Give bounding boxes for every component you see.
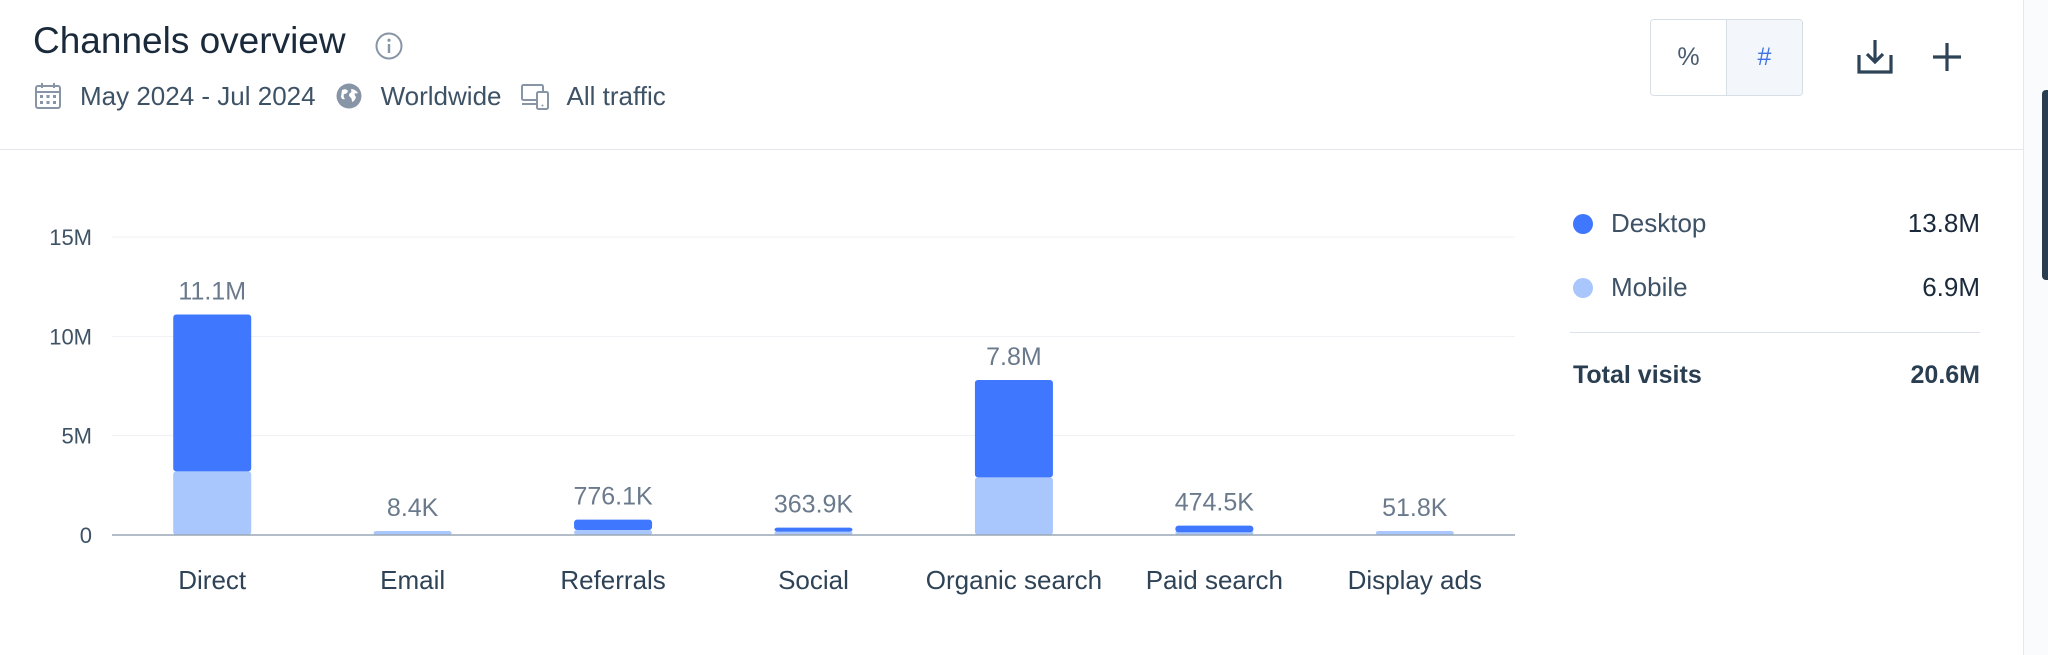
data-label: 11.1M [178, 277, 246, 305]
x-tick-label: Direct [178, 565, 247, 595]
y-tick-label: 5M [61, 424, 92, 449]
legend-item-mobile[interactable]: Mobile 6.9M [1570, 264, 1980, 328]
bar-desktop [774, 527, 853, 532]
y-tick-label: 15M [49, 225, 92, 250]
data-label: 363.9K [774, 491, 854, 519]
data-label: 7.8M [986, 343, 1042, 371]
globe-icon [334, 81, 364, 111]
toggle-percent[interactable]: % [1651, 20, 1727, 95]
download-icon[interactable] [1853, 35, 1897, 79]
data-label: 8.4K [387, 494, 439, 522]
bar-mobile [574, 530, 653, 535]
total-visits: Total visits 20.6M [1570, 361, 1980, 401]
x-tick-label: Organic search [926, 565, 1102, 595]
legend-value: 13.8M [1907, 208, 1980, 238]
legend-label: Desktop [1611, 208, 1707, 238]
bar-mobile [774, 531, 853, 535]
calendar-icon [33, 81, 63, 111]
data-label: 474.5K [1175, 489, 1255, 517]
legend-divider [1570, 332, 1980, 333]
y-tick-label: 10M [49, 324, 92, 349]
page-title: Channels overview [33, 20, 346, 61]
bar-mobile [173, 471, 252, 535]
bar-desktop [1175, 525, 1254, 533]
data-label: 51.8K [1382, 494, 1448, 522]
total-value: 20.6M [1910, 361, 1980, 389]
x-tick-label: Social [778, 565, 849, 595]
plus-icon[interactable] [1925, 35, 1969, 79]
toggle-number[interactable]: # [1727, 20, 1802, 95]
legend-item-desktop[interactable]: Desktop 13.8M [1570, 200, 1980, 264]
total-label: Total visits [1573, 361, 1702, 389]
data-label: 776.1K [573, 483, 653, 511]
bar-mobile [974, 477, 1053, 535]
legend-value: 6.9M [1922, 272, 1980, 302]
devices-icon [520, 81, 550, 111]
x-tick-label: Referrals [560, 565, 665, 595]
y-tick-label: 0 [80, 523, 92, 548]
value-type-toggle: % # [1650, 19, 1803, 96]
traffic-type[interactable]: All traffic [566, 80, 666, 111]
widget-header: Channels overview May 2024 - Jul 2024 Wo… [0, 0, 2024, 150]
x-tick-label: Display ads [1348, 565, 1482, 595]
x-tick-label: Email [380, 565, 445, 595]
side-panel-tab[interactable] [2042, 90, 2048, 280]
legend-label: Mobile [1611, 272, 1688, 302]
bar-mobile [373, 531, 452, 535]
region[interactable]: Worldwide [380, 80, 502, 111]
x-tick-label: Paid search [1146, 565, 1283, 595]
info-icon[interactable] [374, 31, 404, 61]
bar-desktop [173, 314, 252, 472]
bar-desktop [974, 380, 1053, 478]
desktop-dot-icon [1573, 214, 1593, 234]
chart-legend: Desktop 13.8M Mobile 6.9M Total visits 2… [1570, 200, 1980, 401]
bar-desktop [574, 519, 653, 531]
date-range[interactable]: May 2024 - Jul 2024 [80, 80, 316, 111]
bar-mobile [1375, 531, 1454, 535]
channels-bar-chart: 0 5M 10M 15M 11.1M Direct 8.4K Email 776.1K Refer… [49, 225, 1515, 595]
mobile-dot-icon [1573, 278, 1593, 298]
filters-bar: May 2024 - Jul 2024 Worldwide All traffi… [33, 78, 684, 114]
